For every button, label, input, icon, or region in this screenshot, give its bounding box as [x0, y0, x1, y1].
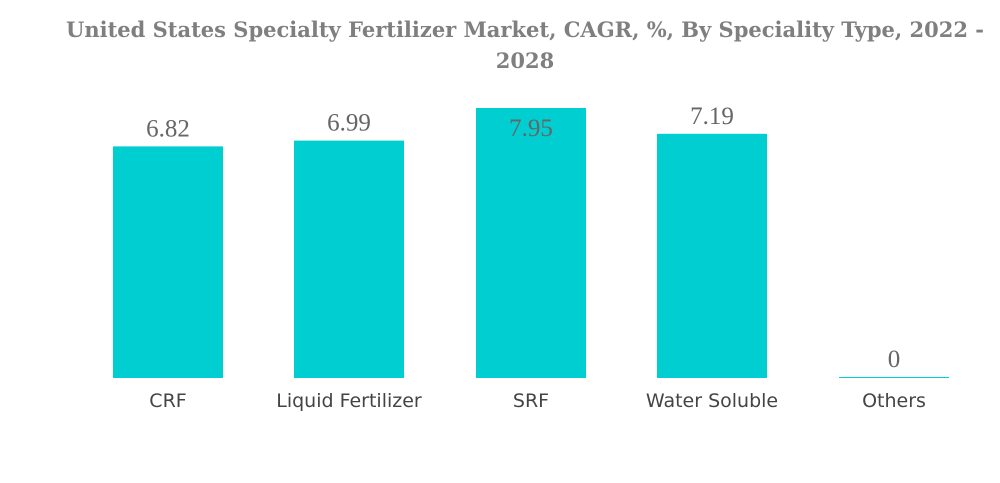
bar-srf: [476, 108, 586, 378]
category-label-srf: SRF: [513, 390, 549, 412]
bars-group: [113, 108, 949, 378]
value-label-liquid-fertilizer: 6.99: [327, 110, 371, 137]
value-label-water-soluble: 7.19: [690, 103, 734, 130]
bar-crf: [113, 146, 223, 378]
bar-others: [839, 377, 949, 378]
value-label-srf: 7.95: [509, 115, 553, 142]
bar-water-soluble: [657, 133, 767, 378]
chart-title: United States Specialty Fertilizer Marke…: [66, 17, 984, 73]
value-label-others: 0: [888, 346, 901, 373]
value-label-crf: 6.82: [146, 115, 190, 142]
category-label-water-soluble: Water Soluble: [646, 390, 778, 412]
value-labels-group: 6.82 6.99 7.95 7.19 0: [146, 103, 900, 373]
category-labels-group: CRF Liquid Fertilizer SRF Water Soluble Othe…: [149, 390, 926, 412]
category-label-others: Others: [862, 390, 926, 412]
category-label-crf: CRF: [149, 390, 186, 412]
bar-liquid-fertilizer: [294, 140, 404, 378]
category-label-liquid-fertilizer: Liquid Fertilizer: [276, 390, 422, 412]
